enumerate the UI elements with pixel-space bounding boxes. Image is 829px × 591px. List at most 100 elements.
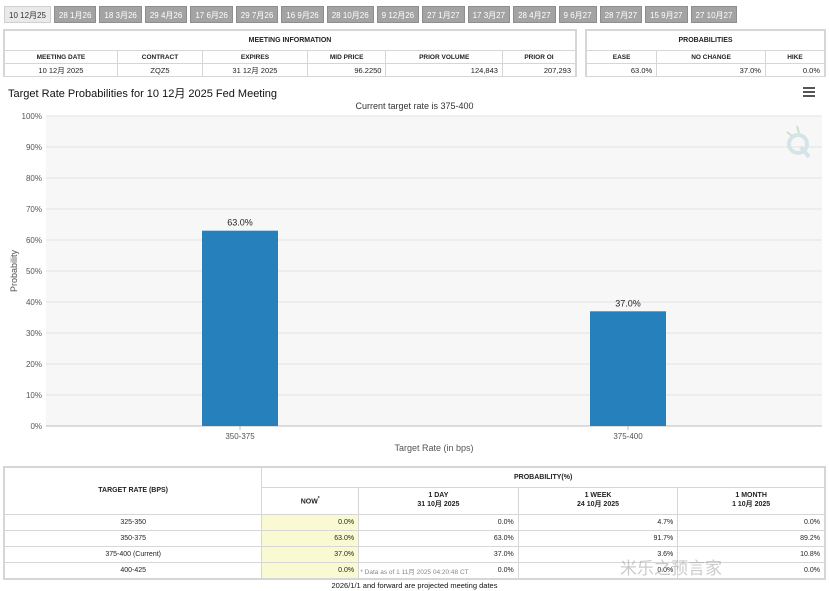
col-hike: HIKE — [764, 50, 826, 64]
y-tick-label: 30% — [26, 329, 42, 338]
period-date: 31 10月 2025 — [417, 501, 460, 509]
target-rate-cell: 325-350 — [3, 513, 263, 531]
meeting-tab[interactable]: 16 9月26 — [281, 6, 324, 23]
period-column-header: 1 DAY 31 10月 2025 — [358, 487, 519, 515]
cme-q-logo-icon — [786, 125, 811, 159]
target-rate-cell: 400-425 — [3, 561, 263, 580]
table-row: 400-425 0.0% 0.0% 0.0% 0.0% — [3, 561, 825, 580]
probability-header: PROBABILITY(%) — [261, 467, 825, 488]
period-date: 1 10月 2025 — [732, 501, 771, 509]
meeting-tab[interactable]: 29 7月26 — [235, 6, 279, 23]
probabilities-table: PROBABILITIES EASE NO CHANGE HIKE 63.0% … — [585, 29, 826, 77]
meeting-tab[interactable]: 18 3月26 — [99, 6, 142, 23]
projected-dates-footer: 2026/1/1 and forward are projected meeti… — [331, 581, 498, 590]
meeting-tab[interactable]: 28 1月26 — [53, 6, 97, 23]
ease-value: 63.0% — [585, 63, 658, 77]
y-tick-label: 40% — [26, 298, 42, 307]
bar-data-label: 63.0% — [227, 218, 253, 228]
data-timestamp-note: * Data as of 1 11月 2025 04:20:48 CT — [360, 569, 469, 576]
meeting-tab[interactable]: 15 9月27 — [645, 6, 688, 23]
target-rate-cell: 350-375 — [3, 529, 263, 547]
probability-cell: 63.0% — [261, 529, 360, 547]
target-rate-cell: 375-400 (Current) — [3, 545, 263, 563]
y-tick-label: 80% — [26, 174, 42, 183]
period-column-header: 1 WEEK 24 10月 2025 — [517, 487, 679, 515]
y-tick-label: 10% — [26, 391, 42, 400]
hamburger-menu-icon[interactable] — [803, 87, 815, 97]
watermark: 米乐之预言家 — [620, 559, 722, 578]
meeting-tab[interactable]: 27 10月27 — [690, 6, 738, 23]
col-prior-oi: PRIOR OI — [501, 50, 577, 64]
x-tick-label: 375-400 — [613, 432, 643, 441]
period-column-header: 1 MONTH 1 10月 2025 — [677, 487, 825, 515]
meeting-tab[interactable]: 9 6月27 — [558, 6, 597, 23]
prior-oi-value: 207,293 — [501, 63, 577, 77]
meeting-information-table: MEETING INFORMATION MEETING DATE CONTRAC… — [3, 29, 577, 77]
no-change-value: 37.0% — [656, 63, 766, 77]
mid-price-value: 96.2250 — [306, 63, 387, 77]
meeting-tab[interactable]: 17 3月27 — [467, 6, 511, 23]
probability-cell: 0.0% — [358, 513, 519, 531]
probability-cell: 0.0% — [261, 561, 360, 580]
chart-subtitle: Current target rate is 375-400 — [355, 101, 474, 111]
probability-cell: 37.0% — [261, 545, 360, 563]
probability-cell: 91.7% — [517, 529, 679, 547]
y-axis-title: Probability — [9, 249, 19, 292]
prior-volume-value: 124,843 — [385, 63, 503, 77]
period-column-header: NOW* — [261, 487, 360, 515]
chart-title: Target Rate Probabilities for 10 12月 202… — [8, 88, 278, 100]
hike-value: 0.0% — [764, 63, 826, 77]
y-tick-label: 20% — [26, 360, 42, 369]
bar — [202, 230, 278, 426]
expires-value: 31 12月 2025 — [202, 63, 308, 77]
period-label: 1 DAY — [428, 492, 449, 500]
meeting-tab[interactable]: 9 12月26 — [376, 6, 420, 23]
y-tick-label: 60% — [26, 236, 42, 245]
y-tick-label: 90% — [26, 143, 42, 152]
probability-bar-chart: 0% 10% 20% 30% 40% 50% 60% 70% 80% 90% 100% 63.0% 35… — [9, 112, 822, 453]
col-ease: EASE — [585, 50, 658, 64]
meeting-tabs: 10 12月25 28 1月26 18 3月26 29 4月26 17 6月26 29 7… — [4, 6, 738, 23]
x-tick-label: 350-375 — [225, 432, 255, 441]
probabilities-title: PROBABILITIES — [586, 30, 825, 51]
meeting-tab[interactable]: 10 12月25 — [4, 6, 51, 23]
y-tick-label: 0% — [30, 422, 42, 431]
period-date: * — [317, 496, 320, 503]
probability-cell: 0.0% — [677, 513, 825, 531]
probability-cell: 4.7% — [517, 513, 679, 531]
period-label: 1 WEEK — [584, 492, 612, 500]
bar-data-label: 37.0% — [615, 298, 641, 308]
period-label: 1 MONTH — [735, 492, 767, 500]
table-row: 325-350 0.0% 0.0% 4.7% 0.0% — [3, 513, 825, 531]
meeting-info-title: MEETING INFORMATION — [4, 30, 576, 51]
col-contract: CONTRACT — [116, 50, 204, 64]
period-date: 24 10月 2025 — [576, 501, 620, 509]
probability-cell: 0.0% — [261, 513, 360, 531]
probability-cell: 0.0% — [677, 561, 825, 580]
y-tick-label: 70% — [26, 205, 42, 214]
meeting-date-value: 10 12月 2025 — [4, 63, 118, 77]
col-prior-volume: PRIOR VOLUME — [385, 50, 503, 64]
meeting-tab[interactable]: 28 4月27 — [513, 6, 556, 23]
meeting-tab[interactable]: 29 4月26 — [144, 6, 188, 23]
table-row: 375-400 (Current) 37.0% 37.0% 3.6% 10.8% — [3, 545, 825, 563]
contract-value: ZQZ5 — [116, 63, 204, 77]
table-row: 350-375 63.0% 63.0% 91.7% 89.2% — [3, 529, 825, 547]
probability-cell: 63.0% — [358, 529, 519, 547]
meeting-tab[interactable]: 17 6月26 — [190, 6, 233, 23]
col-mid-price: MID PRICE — [306, 50, 387, 64]
meeting-tab[interactable]: 27 1月27 — [422, 6, 465, 23]
meeting-tab[interactable]: 28 7月27 — [599, 6, 643, 23]
target-rate-header: TARGET RATE (BPS) — [3, 467, 263, 515]
bar — [590, 311, 666, 426]
col-meeting-date: MEETING DATE — [4, 50, 118, 64]
y-tick-label: 50% — [26, 267, 42, 276]
probability-history-table: TARGET RATE (BPS) PROBABILITY(%) NOW* 1 D… — [3, 466, 826, 580]
probability-cell: 37.0% — [358, 545, 519, 563]
probability-cell: 89.2% — [677, 529, 825, 547]
y-tick-label: 100% — [22, 112, 42, 121]
meeting-tab[interactable]: 28 10月26 — [326, 6, 374, 23]
col-expires: EXPIRES — [202, 50, 308, 64]
col-no-change: NO CHANGE — [656, 50, 766, 64]
period-label: NOW — [300, 498, 318, 506]
